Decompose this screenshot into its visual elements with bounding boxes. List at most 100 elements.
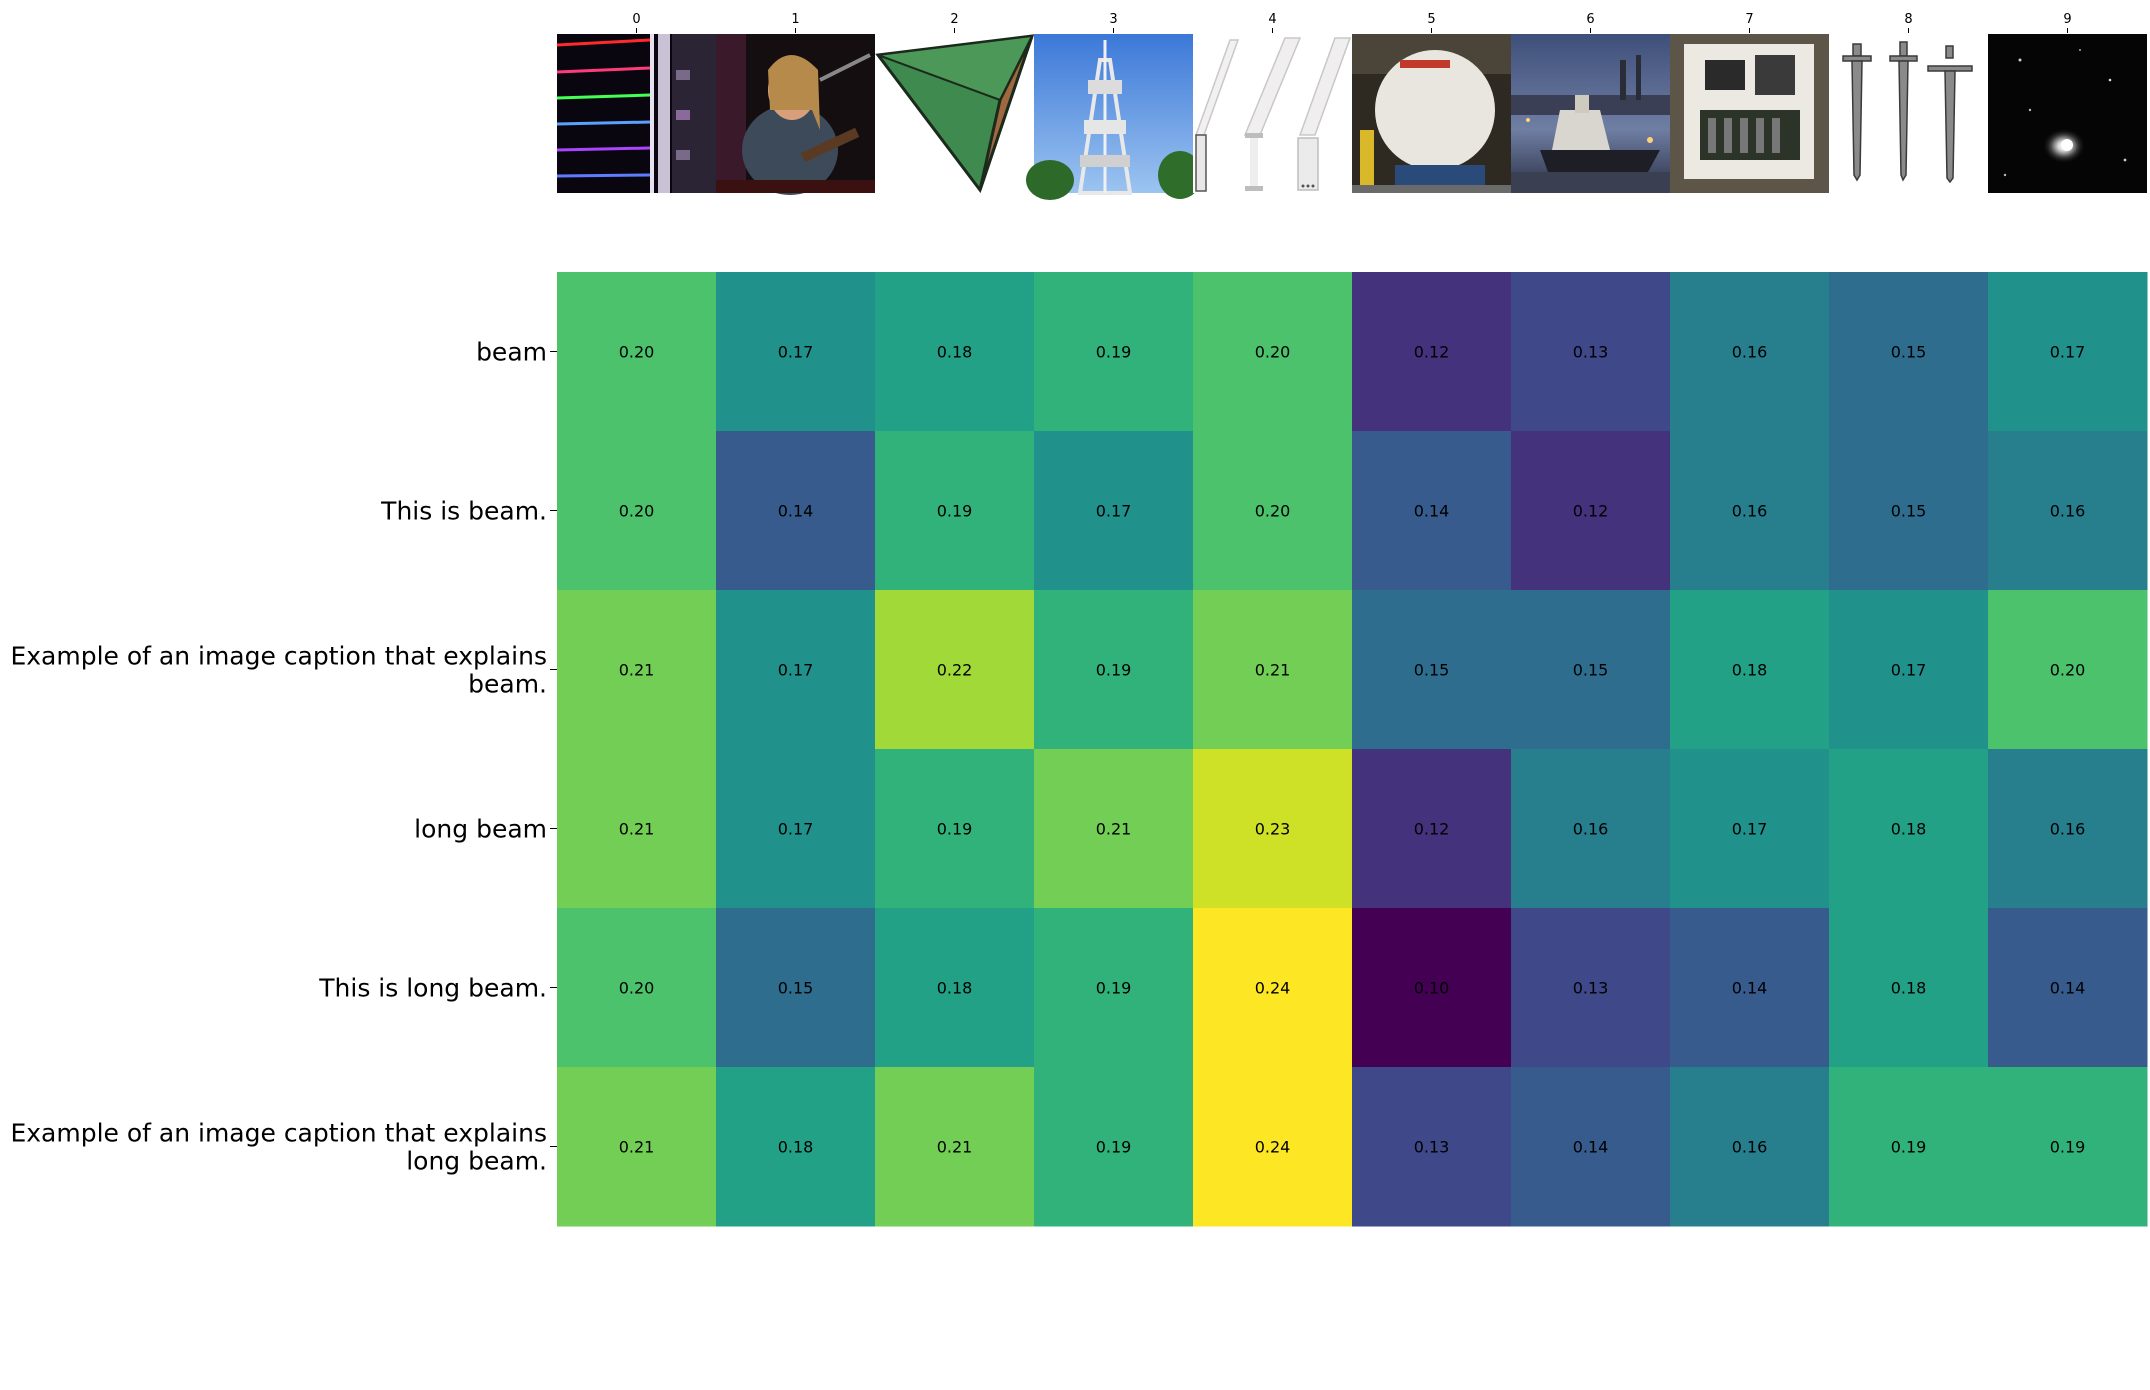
cell-value-label: 0.18: [1732, 661, 1768, 680]
row-tick-labels: beam This is beam. Example of an image cap…: [10, 338, 557, 1176]
heatmap-cell: [1034, 1067, 1194, 1227]
cell-value-label: 0.17: [2050, 343, 2086, 362]
cell-value-label: 0.20: [2050, 661, 2086, 680]
cell-value-label: 0.14: [2050, 979, 2086, 998]
heatmap-cell: [716, 749, 876, 909]
heatmap-cell: [1829, 590, 1989, 750]
heatmap-cell: [1670, 431, 1830, 591]
cell-value-label: 0.16: [1573, 820, 1609, 839]
cell-value-label: 0.21: [1255, 661, 1291, 680]
heatmap-cell: [1352, 1067, 1512, 1227]
three-swords-photo: [1829, 34, 1988, 193]
heatmap-cell: [1511, 1067, 1671, 1227]
cell-value-label: 0.14: [1414, 502, 1450, 521]
column-tick-label: 1: [791, 12, 799, 27]
heatmap-cell: [1511, 431, 1671, 591]
laser-light-strip-photo: [556, 34, 716, 193]
heatmap-cell: [557, 431, 717, 591]
cell-value-label: 0.20: [1255, 343, 1291, 362]
heatmap-cell: [557, 908, 717, 1068]
cell-value-label: 0.15: [1573, 661, 1609, 680]
column-tick-label: 4: [1268, 12, 1276, 27]
row-tick-label: This is long beam.: [318, 974, 547, 1003]
cell-value-label: 0.20: [619, 343, 655, 362]
heatmap-cell: [557, 749, 717, 909]
heatmap-cell: [716, 431, 876, 591]
cell-value-label: 0.21: [937, 1138, 973, 1157]
heatmap-cell: [1829, 749, 1989, 909]
heatmap-cell: [1034, 590, 1194, 750]
cell-value-label: 0.19: [1096, 1138, 1132, 1157]
heatmap-cell: [1988, 908, 2148, 1068]
cell-value-label: 0.21: [619, 661, 655, 680]
row-tick-label: Example of an image caption that explain…: [10, 642, 547, 699]
cell-value-label: 0.18: [1891, 820, 1927, 839]
column-tick-label: 2: [950, 12, 958, 27]
cell-value-label: 0.19: [1891, 1138, 1927, 1157]
cell-value-label: 0.14: [778, 502, 814, 521]
cell-value-label: 0.15: [1891, 502, 1927, 521]
heatmap-cell: [1829, 1067, 1989, 1227]
cell-value-label: 0.19: [1096, 979, 1132, 998]
cell-value-label: 0.16: [1732, 502, 1768, 521]
heatmap-cell: [1988, 431, 2148, 591]
heatmap-cell: [1193, 590, 1353, 750]
cell-value-label: 0.16: [2050, 502, 2086, 521]
heatmap-cell: [1829, 272, 1989, 432]
cell-value-label: 0.13: [1573, 979, 1609, 998]
cell-value-label: 0.19: [937, 820, 973, 839]
cell-value-label: 0.16: [1732, 1138, 1768, 1157]
heatmap-cell: [1193, 272, 1353, 432]
metal-beam-profiles-drawing: [1193, 34, 1352, 193]
cell-value-label: 0.19: [1096, 343, 1132, 362]
heatmap-cell: [1193, 908, 1353, 1068]
heatmap-cell: [1352, 908, 1512, 1068]
heatmap-cell: [1670, 908, 1830, 1068]
cell-value-label: 0.20: [1255, 502, 1291, 521]
cell-value-label: 0.16: [2050, 820, 2086, 839]
column-tick-label: 8: [1904, 12, 1912, 27]
cell-value-label: 0.19: [937, 502, 973, 521]
heatmap-cell: [1829, 908, 1989, 1068]
harbor-boat-at-dusk-photo: [1511, 34, 1670, 193]
heatmap-cell: [557, 272, 717, 432]
heatmap-cell: [1352, 431, 1512, 591]
heatmap-cell: [1829, 431, 1989, 591]
column-tick-label: 0: [632, 12, 640, 27]
heatmap-cell: [716, 1067, 876, 1227]
cell-value-label: 0.17: [778, 661, 814, 680]
heatmap-cell: [1034, 908, 1194, 1068]
cell-value-label: 0.15: [1891, 343, 1927, 362]
heatmap-cell: [1193, 1067, 1353, 1227]
row-tick-label: beam: [476, 338, 547, 367]
heatmap-cell: [875, 590, 1035, 750]
heatmap-cell: [1511, 590, 1671, 750]
heatmap-cell: [1352, 590, 1512, 750]
heatmap-cell: [875, 431, 1035, 591]
guitarist-on-stage-photo: [716, 34, 875, 195]
heatmap-cell: [557, 590, 717, 750]
cell-value-label: 0.12: [1414, 820, 1450, 839]
heatmap-cell: [1511, 908, 1671, 1068]
heatmap-cell: [1034, 431, 1194, 591]
row-tick-label: long beam: [414, 815, 547, 844]
column-tick-label: 7: [1745, 12, 1753, 27]
heatmap-cell: [875, 1067, 1035, 1227]
heatmap-cell: [1193, 749, 1353, 909]
cell-value-label: 0.13: [1414, 1138, 1450, 1157]
cell-value-label: 0.13: [1573, 343, 1609, 362]
column-tick-label: 6: [1586, 12, 1594, 27]
heatmap-cell: [1988, 1067, 2148, 1227]
heatmap-cell: [875, 749, 1035, 909]
green-brown-pyramid-image: [875, 34, 1035, 194]
cell-value-label: 0.20: [619, 979, 655, 998]
heatmap-cell: [1193, 431, 1353, 591]
heatmap-cell: [557, 1067, 717, 1227]
heatmap-cell: [1670, 590, 1830, 750]
thumbnail-row: [556, 34, 2147, 200]
row-tick-label: Example of an image caption that explain…: [10, 1119, 547, 1176]
heatmap-cell: [1511, 272, 1671, 432]
cell-value-label: 0.12: [1573, 502, 1609, 521]
heatmap-cell: [1352, 272, 1512, 432]
